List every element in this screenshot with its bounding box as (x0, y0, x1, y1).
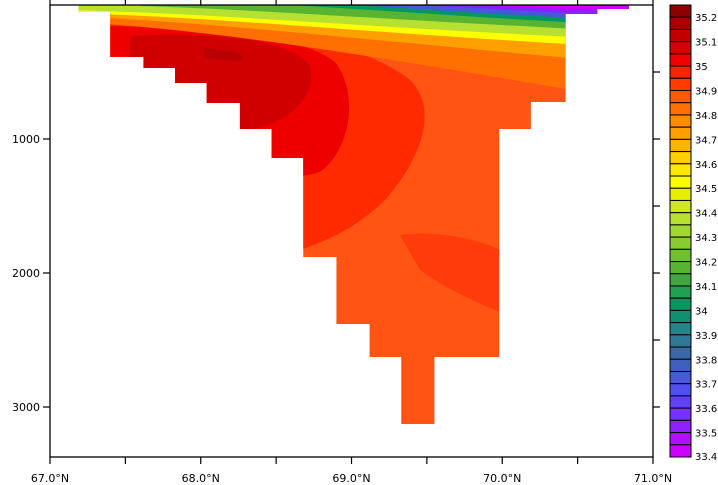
salinity-field (78, 5, 629, 425)
field-lens-right (400, 233, 500, 312)
colorbar-swatch (669, 4, 692, 18)
colorbar-label: 34.4 (695, 209, 717, 220)
colorbar-swatch (669, 41, 692, 55)
colorbar-swatch (669, 236, 692, 250)
colorbar-label: 34.2 (695, 258, 717, 269)
colorbar-swatch (669, 261, 692, 275)
field-35.2 (204, 48, 244, 61)
colorbar-label: 35.1 (695, 38, 717, 49)
x-tick-label: 71.0°N (634, 472, 672, 485)
colorbar-label: 33.5 (695, 429, 717, 440)
x-tick-label: 68.0°N (182, 472, 220, 485)
colorbar-swatch (669, 114, 692, 128)
colorbar-label: 33.6 (695, 404, 717, 415)
colorbar-swatch (669, 322, 692, 336)
colorbar-label: 34.6 (695, 160, 717, 171)
y-tick-label: 3000 (12, 401, 40, 414)
colorbar-swatch (669, 432, 692, 446)
colorbar-swatch (669, 151, 692, 165)
colorbar-swatch (669, 163, 692, 177)
colorbar-swatch (669, 175, 692, 189)
colorbar-label: 35 (695, 62, 708, 73)
colorbar-label: 35.2 (695, 13, 717, 24)
colorbar-label: 34.3 (695, 233, 717, 244)
colorbar: 35.2 35.1 35 34.9 34.8 34.7 34.6 34.5 34.4 34.3 34… (669, 4, 717, 463)
colorbar-swatch (669, 126, 692, 140)
band-33.4 (470, 5, 629, 12)
x-tick-label: 70.0°N (483, 472, 521, 485)
x-tick-label: 69.0°N (332, 472, 370, 485)
colorbar-swatch (669, 16, 692, 30)
colorbar-label: 33.8 (695, 355, 717, 366)
colorbar-swatch (669, 297, 692, 311)
colorbar-swatch (669, 309, 692, 324)
colorbar-swatch (669, 90, 692, 104)
colorbar-label: 34.5 (695, 184, 717, 195)
colorbar-swatch (669, 346, 692, 360)
colorbar-swatch (669, 444, 692, 458)
colorbar-label: 33.7 (695, 380, 717, 391)
colorbar-swatch (669, 199, 692, 214)
colorbar-label: 34.8 (695, 111, 717, 122)
colorbar-swatch (669, 248, 692, 263)
colorbar-swatch (669, 334, 692, 348)
colorbar-swatch (669, 102, 692, 116)
colorbar-label: 34 (695, 306, 708, 317)
colorbar-swatch (669, 419, 692, 434)
x-tick-label: 67.0°N (31, 472, 69, 485)
colorbar-swatch (669, 53, 692, 67)
colorbar-swatch (669, 187, 692, 201)
colorbar-swatch (669, 77, 692, 92)
colorbar-swatch (669, 224, 692, 238)
colorbar-swatch (669, 285, 692, 299)
colorbar-swatch (669, 138, 692, 153)
colorbar-swatch (669, 28, 692, 43)
colorbar-label: 34.9 (695, 87, 717, 98)
colorbar-swatch (669, 395, 692, 409)
colorbar-label: 33.4 (695, 452, 717, 463)
colorbar-label: 34.1 (695, 282, 717, 293)
colorbar-label: 34.7 (695, 135, 717, 146)
axes: 67.0°N 68.0°N 69.0°N 70.0°N 71.0°N 1000 2000 30… (12, 0, 672, 485)
colorbar-swatch (669, 358, 692, 372)
colorbar-swatch (669, 370, 692, 385)
colorbar-swatch (669, 383, 692, 397)
y-tick-label: 2000 (12, 267, 40, 280)
colorbar-swatch (669, 273, 692, 287)
y-tick-label: 1000 (12, 133, 40, 146)
colorbar-swatch (669, 407, 692, 421)
field-35.1 (130, 34, 312, 131)
colorbar-swatch (669, 65, 692, 79)
band-33.5 (420, 5, 629, 16)
colorbar-label: 33.9 (695, 331, 717, 342)
colorbar-swatch (669, 212, 692, 226)
